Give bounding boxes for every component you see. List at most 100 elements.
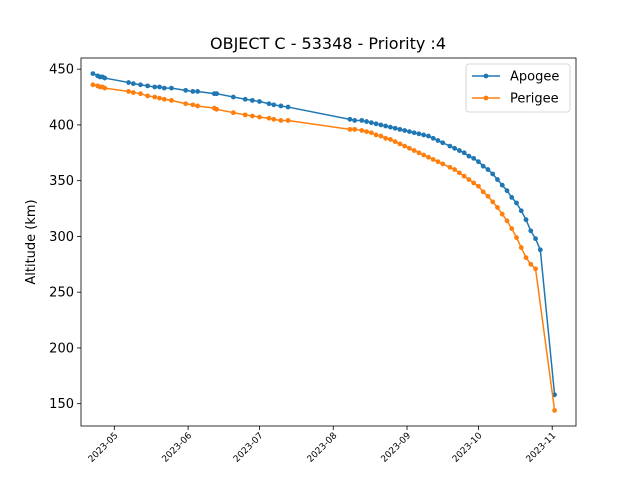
legend-marker-perigee — [483, 95, 489, 101]
data-point-perigee — [102, 85, 108, 91]
data-point-perigee — [447, 164, 453, 170]
data-point-perigee — [466, 177, 472, 182]
data-point-apogee — [90, 71, 96, 77]
data-point-apogee — [499, 182, 505, 188]
y-tick-label: 450 — [49, 63, 74, 78]
data-point-perigee — [552, 407, 557, 413]
data-point-apogee — [373, 121, 379, 127]
data-point-apogee — [195, 89, 201, 94]
legend: Apogee Perigee — [465, 63, 571, 113]
data-point-apogee — [476, 159, 481, 165]
data-point-apogee — [157, 84, 162, 90]
data-point-apogee — [514, 200, 519, 206]
data-point-perigee — [383, 135, 389, 141]
y-axis: 150 200 250 300 350 400 450 — [49, 63, 81, 412]
data-point-apogee — [352, 118, 358, 123]
data-point-perigee — [456, 170, 462, 176]
data-point-perigee — [90, 82, 96, 88]
data-point-apogee — [528, 228, 534, 234]
data-point-apogee — [411, 130, 417, 136]
data-point-perigee — [364, 129, 369, 135]
y-tick-label: 200 — [49, 341, 74, 356]
y-tick-label: 300 — [49, 230, 74, 245]
data-point-apogee — [518, 208, 524, 214]
data-point-perigee — [387, 137, 393, 142]
data-point-perigee — [402, 143, 408, 149]
data-point-apogee — [461, 150, 467, 156]
data-point-perigee — [452, 167, 458, 172]
data-point-perigee — [145, 93, 151, 99]
axes-frame — [80, 57, 577, 427]
data-point-perigee — [504, 218, 510, 224]
data-point-perigee — [138, 91, 143, 97]
legend-marker-apogee — [483, 73, 489, 79]
data-point-apogee — [523, 217, 529, 223]
data-point-perigee — [430, 157, 436, 162]
data-point-apogee — [242, 96, 248, 102]
data-point-apogee — [230, 94, 236, 100]
data-point-apogee — [509, 194, 515, 200]
data-point-perigee — [461, 173, 467, 179]
legend-label-perigee: Perigee — [510, 92, 559, 107]
data-point-apogee — [383, 123, 389, 129]
data-point-perigee — [485, 193, 491, 199]
data-point-perigee — [242, 112, 248, 118]
data-point-apogee — [416, 131, 422, 137]
data-point-perigee — [407, 145, 412, 151]
data-point-apogee — [347, 116, 353, 122]
data-point-perigee — [161, 96, 167, 102]
data-point-apogee — [271, 102, 277, 108]
data-point-apogee — [152, 84, 158, 90]
data-point-apogee — [397, 126, 403, 132]
data-point-perigee — [416, 150, 422, 156]
data-point-perigee — [435, 159, 441, 165]
y-tick-label: 350 — [49, 174, 74, 189]
data-point-apogee — [480, 163, 486, 169]
data-point-apogee — [504, 188, 510, 194]
data-point-apogee — [190, 89, 196, 94]
data-point-apogee — [421, 132, 427, 138]
data-point-apogee — [138, 82, 143, 88]
data-point-perigee — [523, 255, 529, 261]
data-point-perigee — [195, 103, 201, 109]
data-point-apogee — [495, 177, 500, 182]
data-point-perigee — [378, 133, 384, 139]
data-point-perigee — [169, 97, 174, 103]
data-point-apogee — [368, 120, 374, 126]
data-point-perigee — [257, 114, 262, 120]
data-point-apogee — [537, 247, 543, 253]
data-point-apogee — [161, 85, 167, 91]
data-point-apogee — [466, 153, 472, 159]
data-point-perigee — [249, 113, 255, 119]
data-point-perigee — [495, 205, 500, 210]
data-point-perigee — [266, 115, 272, 121]
y-tick-label: 150 — [49, 397, 74, 412]
data-point-apogee — [249, 97, 255, 103]
data-point-apogee — [214, 91, 220, 97]
chart-title: OBJECT C - 53348 - Priority :4 — [210, 34, 446, 53]
data-point-perigee — [183, 101, 189, 107]
y-tick-label: 250 — [49, 286, 74, 301]
data-point-perigee — [157, 95, 162, 101]
data-point-perigee — [271, 116, 277, 122]
data-point-apogee — [440, 140, 446, 146]
data-point-perigee — [190, 102, 196, 108]
data-point-perigee — [278, 118, 284, 123]
data-point-apogee — [490, 171, 496, 177]
data-point-apogee — [533, 236, 538, 242]
data-point-perigee — [528, 261, 534, 267]
data-point-apogee — [257, 99, 262, 104]
data-point-perigee — [426, 154, 431, 160]
data-point-perigee — [214, 106, 220, 112]
data-point-perigee — [480, 189, 486, 195]
data-point-apogee — [407, 129, 412, 135]
plot-area — [90, 71, 557, 413]
data-point-apogee — [485, 167, 491, 172]
data-point-apogee — [285, 104, 291, 110]
data-point-perigee — [533, 266, 538, 272]
data-point-apogee — [402, 128, 408, 133]
data-point-apogee — [278, 103, 284, 109]
data-point-apogee — [130, 81, 136, 87]
data-point-apogee — [447, 143, 453, 149]
